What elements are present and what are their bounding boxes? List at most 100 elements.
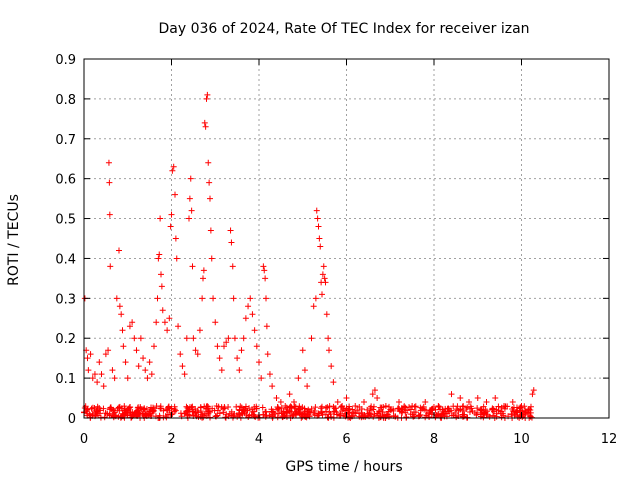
data-point	[250, 411, 257, 418]
data-point	[142, 367, 149, 374]
data-point	[91, 405, 98, 412]
data-point	[402, 409, 409, 416]
data-point	[246, 412, 253, 419]
data-point	[315, 223, 322, 230]
data-point	[238, 404, 245, 411]
data-point	[263, 323, 270, 330]
data-point	[530, 387, 537, 394]
data-point	[102, 351, 109, 358]
data-point	[241, 408, 248, 415]
data-point	[129, 319, 136, 326]
data-point	[208, 255, 215, 262]
data-point	[195, 413, 202, 420]
data-point	[263, 295, 269, 302]
data-point	[88, 405, 95, 412]
data-point	[105, 159, 112, 166]
data-point	[146, 412, 153, 419]
data-point	[286, 391, 293, 398]
data-point	[210, 295, 217, 302]
data-point	[473, 411, 480, 418]
data-point	[359, 412, 366, 419]
data-point	[326, 347, 332, 354]
data-point	[319, 411, 326, 418]
data-point	[508, 411, 515, 418]
data-point	[251, 408, 258, 415]
data-point	[235, 410, 242, 417]
data-point	[461, 411, 468, 418]
data-point	[330, 379, 337, 386]
data-point	[406, 404, 413, 411]
data-point	[110, 414, 117, 421]
data-point	[349, 406, 356, 413]
data-point	[201, 119, 208, 126]
data-point	[186, 404, 193, 411]
x-axis-label: GPS time / hours	[285, 459, 402, 475]
data-point	[214, 407, 221, 414]
data-point	[185, 408, 192, 415]
data-point	[301, 367, 308, 374]
data-point	[253, 343, 260, 350]
data-point	[371, 410, 378, 417]
data-point	[448, 391, 455, 398]
data-point	[221, 343, 227, 350]
data-point	[225, 335, 232, 342]
data-point	[95, 412, 102, 419]
data-point	[394, 405, 401, 412]
data-point	[89, 375, 96, 382]
data-point	[137, 335, 144, 342]
data-point	[234, 355, 241, 362]
data-point	[313, 207, 320, 214]
data-point	[411, 403, 418, 410]
data-point	[119, 410, 126, 417]
data-point	[153, 319, 160, 326]
data-point	[168, 211, 175, 218]
data-point	[319, 271, 326, 278]
data-point	[495, 403, 502, 410]
data-point	[466, 399, 472, 406]
data-point	[153, 403, 160, 410]
data-point	[328, 363, 335, 370]
y-tick-label: 0.6	[55, 173, 76, 188]
data-point	[167, 223, 174, 230]
data-point	[242, 315, 249, 322]
data-point	[316, 235, 323, 242]
data-point	[382, 403, 389, 410]
data-point	[228, 239, 235, 246]
data-point	[311, 407, 318, 414]
data-point	[519, 411, 526, 418]
data-point	[127, 403, 134, 410]
data-point	[222, 414, 229, 421]
data-point	[322, 279, 329, 286]
x-tick-label: 8	[430, 432, 438, 447]
data-point	[87, 351, 94, 358]
data-point	[288, 403, 295, 410]
data-point	[229, 263, 236, 270]
data-point	[94, 406, 101, 413]
data-point	[148, 404, 155, 411]
data-point	[513, 408, 520, 415]
data-point	[401, 403, 408, 410]
data-point	[464, 404, 471, 411]
data-point	[396, 399, 402, 406]
data-point	[412, 409, 419, 416]
data-point	[97, 407, 104, 414]
data-point	[258, 375, 265, 382]
data-point	[231, 335, 238, 342]
data-point	[100, 405, 107, 412]
data-point	[189, 263, 196, 270]
data-point	[490, 405, 497, 412]
data-point	[380, 413, 387, 420]
data-point	[157, 405, 164, 412]
data-point	[183, 335, 190, 342]
data-point	[256, 359, 262, 366]
axis-ticks: 0 0.1 0.2 0.3 0.4 0.5 0.6 0.7 0.8 0.9 0 2 4 6 8 10 12	[55, 53, 617, 447]
data-point	[131, 335, 138, 342]
data-point	[286, 407, 293, 414]
data-point	[377, 404, 384, 411]
chart-title: Day 036 of 2024, Rate Of TEC Index for r…	[158, 21, 529, 37]
data-point	[166, 407, 173, 414]
data-point	[266, 412, 273, 419]
data-point	[282, 403, 289, 410]
data-point	[116, 303, 123, 310]
data-point	[105, 347, 112, 354]
